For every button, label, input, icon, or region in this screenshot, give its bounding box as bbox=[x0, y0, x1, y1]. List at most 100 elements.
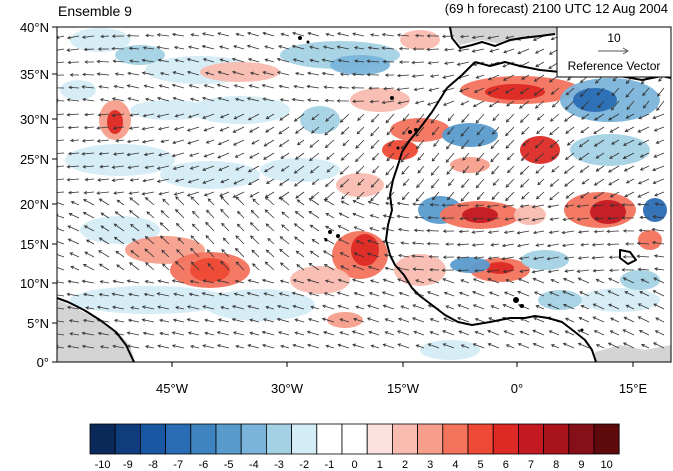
wind-vector-head bbox=[412, 202, 416, 206]
wind-vector-head bbox=[456, 62, 461, 66]
wind-vector bbox=[474, 87, 485, 93]
wind-vector bbox=[520, 269, 530, 273]
wind-vector bbox=[309, 152, 320, 161]
wind-vector bbox=[145, 34, 155, 37]
wind-vector bbox=[218, 71, 230, 76]
wind-vector bbox=[99, 263, 110, 271]
wind-vector bbox=[67, 293, 80, 297]
wind-vector bbox=[507, 152, 515, 161]
wind-vector-head bbox=[624, 291, 629, 295]
wind-vector bbox=[127, 345, 140, 349]
map-area bbox=[57, 27, 671, 362]
wind-vector bbox=[69, 252, 80, 258]
wind-vector-head bbox=[307, 317, 312, 322]
wind-vector-head bbox=[262, 70, 267, 75]
wind-vector bbox=[580, 191, 590, 199]
anomaly-contour bbox=[330, 55, 390, 75]
wind-vector-head bbox=[533, 291, 538, 295]
wind-vector-head bbox=[172, 318, 177, 322]
wind-vector bbox=[352, 331, 365, 336]
wind-vector bbox=[235, 345, 245, 349]
wind-vector-head bbox=[190, 235, 195, 239]
wind-vector-head bbox=[562, 290, 567, 294]
wind-vector-head bbox=[517, 304, 522, 308]
wind-vector-head bbox=[565, 195, 570, 199]
wind-vector bbox=[114, 236, 125, 245]
wind-vector-head bbox=[68, 190, 72, 195]
wind-vector-head bbox=[609, 194, 614, 198]
wind-vector bbox=[295, 126, 305, 134]
wind-vector-head bbox=[581, 180, 586, 185]
wind-vector bbox=[204, 84, 215, 89]
wind-vector bbox=[174, 46, 185, 50]
wind-vector bbox=[84, 225, 95, 232]
wind-vector bbox=[297, 199, 305, 206]
wind-vector bbox=[190, 165, 200, 170]
wind-vector-head bbox=[386, 157, 390, 162]
colorbar-box bbox=[366, 423, 393, 455]
wind-vector bbox=[82, 73, 95, 76]
wind-vector bbox=[98, 250, 110, 258]
wind-vector bbox=[549, 330, 560, 336]
wind-vector-head bbox=[609, 129, 614, 133]
wind-vector bbox=[112, 345, 125, 349]
wind-vector bbox=[368, 47, 380, 50]
wind-vector bbox=[488, 74, 500, 80]
wind-vector-head bbox=[474, 330, 479, 335]
wind-vector bbox=[325, 178, 335, 187]
wind-vector bbox=[217, 344, 230, 349]
wind-vector-head bbox=[339, 171, 344, 175]
wind-vector bbox=[143, 178, 155, 182]
wind-vector bbox=[309, 46, 320, 50]
wind-vector-head bbox=[190, 247, 194, 252]
wind-vector bbox=[412, 61, 425, 64]
wind-vector-head bbox=[261, 343, 266, 348]
wind-vector-head bbox=[577, 329, 582, 333]
colorbar-box bbox=[316, 423, 343, 455]
wind-vector bbox=[266, 178, 275, 184]
wind-vector-head bbox=[357, 117, 361, 121]
wind-vector-head bbox=[294, 318, 299, 322]
anomaly-contour bbox=[450, 157, 490, 173]
wind-vector-head bbox=[653, 128, 658, 132]
wind-vector-head bbox=[128, 126, 133, 130]
wind-vector bbox=[637, 242, 650, 245]
wind-vector-head bbox=[547, 204, 552, 209]
wind-vector bbox=[472, 230, 485, 233]
wind-vector bbox=[577, 329, 590, 336]
wind-vector bbox=[307, 99, 320, 102]
wind-vector bbox=[549, 230, 560, 234]
wind-vector bbox=[190, 280, 200, 284]
wind-vector bbox=[115, 211, 125, 219]
wind-vector-head bbox=[156, 96, 161, 101]
wind-vector-head bbox=[98, 198, 103, 202]
wind-vector-head bbox=[96, 191, 100, 195]
wind-vector bbox=[57, 254, 65, 258]
wind-vector bbox=[235, 280, 245, 284]
colorbar-label: 3 bbox=[427, 459, 433, 471]
wind-vector-head bbox=[175, 222, 180, 227]
wind-vector-head bbox=[429, 318, 434, 322]
wind-vector bbox=[157, 293, 170, 297]
wind-vector bbox=[581, 305, 590, 310]
wind-vector bbox=[562, 290, 575, 297]
wind-vector bbox=[172, 280, 185, 284]
wind-vector bbox=[370, 139, 380, 149]
wind-vector-head bbox=[174, 114, 179, 118]
wind-vector-head bbox=[505, 279, 510, 283]
wind-vector-head bbox=[186, 305, 191, 309]
wind-vector bbox=[639, 291, 650, 297]
wind-vector bbox=[129, 262, 140, 271]
wind-vector bbox=[67, 225, 80, 232]
wind-vector bbox=[367, 305, 380, 310]
wind-vector-head bbox=[291, 291, 296, 296]
wind-vector-head bbox=[237, 210, 241, 215]
wind-vector bbox=[233, 178, 245, 185]
wind-vector bbox=[157, 34, 170, 37]
anomaly-contour bbox=[570, 134, 650, 166]
wind-vector bbox=[294, 113, 305, 122]
wind-vector-head bbox=[386, 196, 391, 201]
wind-vector-head bbox=[505, 118, 510, 123]
wind-vector bbox=[594, 178, 605, 186]
wind-vector-head bbox=[217, 141, 222, 146]
